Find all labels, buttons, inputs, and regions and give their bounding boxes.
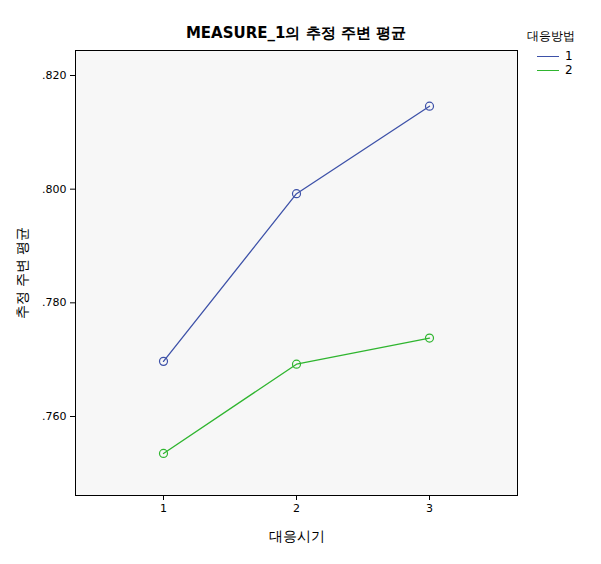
svg-text:.820: .820: [42, 69, 67, 82]
svg-text:대응시기: 대응시기: [269, 528, 325, 544]
html-text:대응방법: 대응방법: [527, 29, 575, 43]
svg-text:추정 주변 평균: 추정 주변 평균: [14, 227, 30, 320]
svg-text:.800: .800: [42, 183, 67, 196]
svg-text:2: 2: [293, 502, 300, 515]
html-text:MEASURE_1의 추정 주변 평균: MEASURE_1의 추정 주변 평균: [185, 24, 407, 42]
svg-text:.760: .760: [42, 410, 67, 423]
html-text:2: 2: [565, 63, 573, 77]
svg-text:3: 3: [426, 502, 433, 515]
svg-text:.780: .780: [42, 296, 67, 309]
svg-text:1: 1: [160, 502, 167, 515]
html-text:1: 1: [565, 49, 573, 63]
